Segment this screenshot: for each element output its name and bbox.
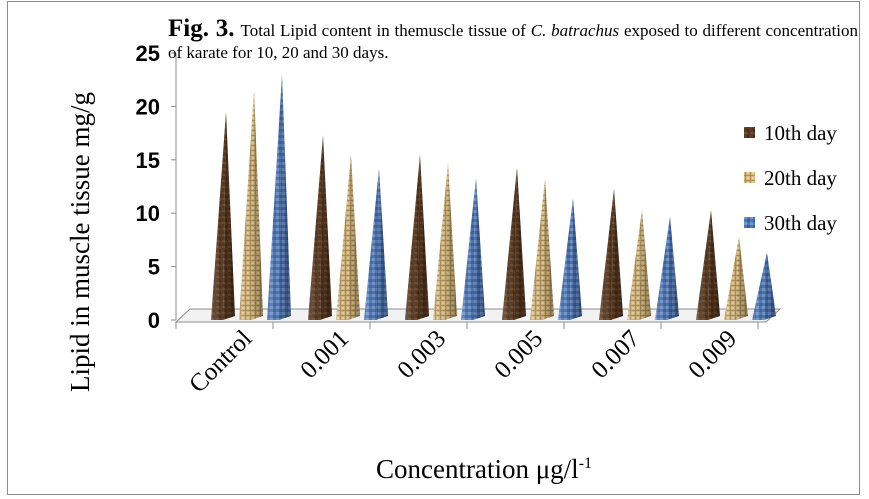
x-tick-label: 0.003 [392,325,451,384]
bar-shade-right [445,163,457,320]
x-tick-label: 0.009 [683,325,742,384]
bar-shade-left [655,216,670,320]
bar-shade-right [279,74,291,320]
bar-shade-left [461,177,476,320]
bar-shade-left [696,209,711,320]
bar-shade-left [405,154,420,320]
bar [724,236,748,320]
bar-shade-right [223,111,235,321]
bar-shade-left [239,90,254,320]
bar-shade-left [336,154,351,320]
bar-shade-right [570,198,582,320]
bar [433,163,457,320]
legend-label: 10th day [764,121,837,145]
x-tick-label: 0.005 [489,325,548,384]
bar-shade-left [211,111,226,321]
bar [308,135,332,320]
x-tick-label: 0.001 [295,325,354,384]
caption-text-after: exposed to different concentration of ka… [168,21,859,62]
bar-shade-left [558,198,573,320]
figure-caption: Fig. 3. Total Lipid content in themuscle … [168,15,859,64]
bar [627,209,651,320]
x-tick-marks [175,322,759,329]
bar [599,188,623,320]
x-tick-label: 0.007 [586,325,645,384]
bar-shade-right [251,90,263,320]
bar-shade-left [502,167,517,320]
figure-label: Fig. 3. [168,15,235,42]
y-tick-label: 15 [136,148,160,173]
bar-shade-right [348,154,360,320]
bar-shade-left [752,252,767,320]
bar [530,179,554,320]
pyramid-bars [211,74,776,321]
y-tick-label: 0 [148,308,160,333]
x-tick-label: Control [184,325,257,398]
bar-shade-left [308,135,323,320]
bar [461,177,485,320]
x-axis-title: Concentration μg/l-1 [376,454,592,484]
bar-shade-left [530,179,545,320]
y-tick-labels: 0 5 10 15 20 25 [136,41,160,333]
bar-shade-right [320,135,332,320]
bar-shade-right [736,236,748,320]
caption-species: C. batrachus [530,21,620,40]
bar [502,167,526,320]
bar-shade-left [724,236,739,320]
bar-shade-right [417,154,429,320]
bar-shade-right [708,209,720,320]
bar [696,209,720,320]
bar-shade-right [473,177,485,320]
caption-text-before: Total Lipid content in themuscle tissue … [240,21,531,40]
bar-shade-left [599,188,614,320]
bar-shade-left [267,74,282,320]
bar-shade-right [376,168,388,320]
legend-label: 20th day [764,166,837,190]
bar-shade-left [627,209,642,320]
bar-shade-right [514,167,526,320]
y-tick-label: 10 [136,201,160,226]
bar-shade-right [611,188,623,320]
bar [336,154,360,320]
legend-label: 30th day [764,211,837,235]
legend-swatch [744,217,755,228]
bar [558,198,582,320]
y-tick-label: 20 [136,94,160,119]
bar [267,74,291,320]
bar [364,168,388,320]
x-tick-labels: Control 0.001 0.003 0.005 0.007 0.009 [184,325,742,398]
bar [752,252,776,320]
legend-swatch [744,127,755,138]
bar [655,216,679,320]
bar-shade-left [364,168,379,320]
bar-shade-right [542,179,554,320]
bar [211,111,235,321]
bar [405,154,429,320]
x-axis-title-main: Concentration μg/l [376,454,579,484]
y-tick-marks [171,52,176,321]
bar-shade-right [667,216,679,320]
bar-shade-right [639,209,651,320]
bar-shade-left [433,163,448,320]
chart-frame [7,1,860,495]
y-axis-title: Lipid in muscle tissue mg/g [65,92,95,392]
bar-shade-right [764,252,776,320]
legend: 10th day 20th day 30th day [744,121,837,235]
y-tick-label: 25 [136,41,160,66]
legend-swatch [744,172,755,183]
bar [239,90,263,320]
x-axis-title-superscript: -1 [579,455,592,472]
y-tick-label: 5 [148,255,160,280]
